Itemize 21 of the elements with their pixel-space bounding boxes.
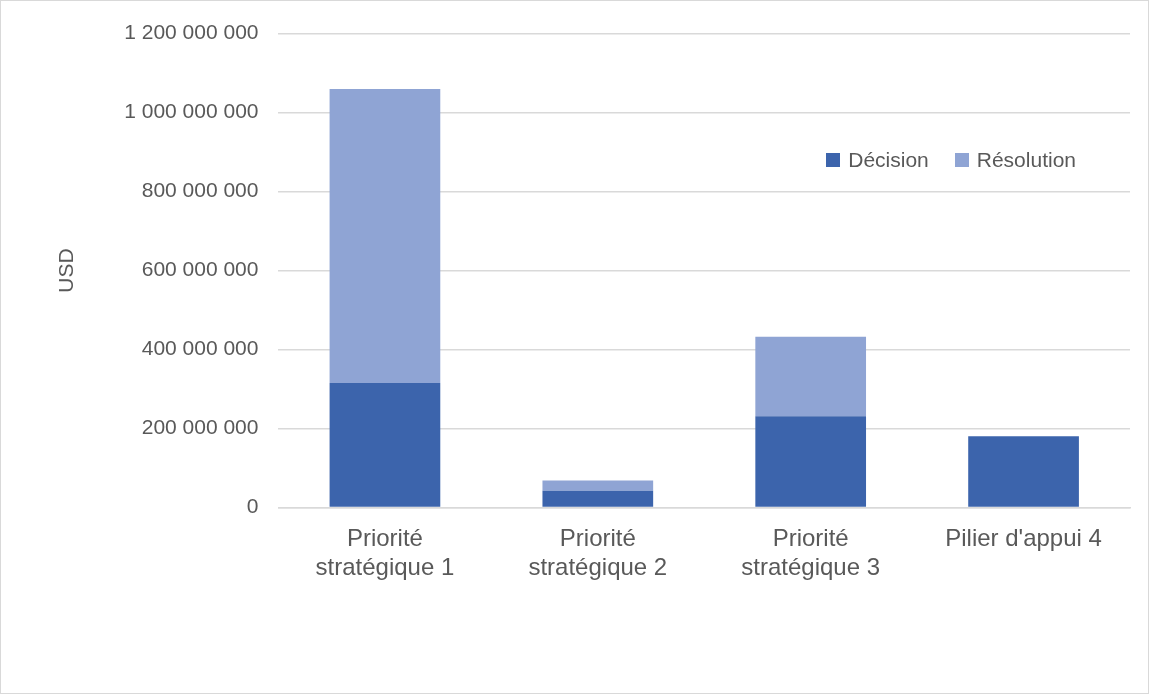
x-tick-label: Priorité stratégique 3: [741, 524, 881, 581]
bar: [755, 336, 867, 417]
bar: [542, 490, 654, 507]
y-tick-label: 400 000 000: [141, 336, 259, 360]
bar: [968, 436, 1079, 507]
y-tick-label: 200 000 000: [141, 415, 259, 439]
y-axis-title: USD: [54, 248, 78, 293]
bar: [755, 416, 867, 507]
y-tick-label: 600 000 000: [141, 257, 259, 281]
legend-label: Résolution: [976, 148, 1076, 172]
bar: [329, 88, 441, 384]
y-tick-label: 800 000 000: [141, 178, 259, 202]
x-tick-label: Pilier d'appui 4: [945, 524, 1102, 552]
legend-label: Décision: [848, 148, 929, 172]
y-tick-label: 1 000 000 000: [124, 99, 259, 123]
x-tick-label: Priorité stratégique 1: [315, 524, 455, 581]
bar: [542, 480, 654, 491]
y-tick-label: 0: [246, 494, 259, 518]
y-tick-label: 1 200 000 000: [124, 20, 259, 44]
x-tick-label: Priorité stratégique 2: [528, 524, 668, 581]
bar: [329, 383, 441, 507]
